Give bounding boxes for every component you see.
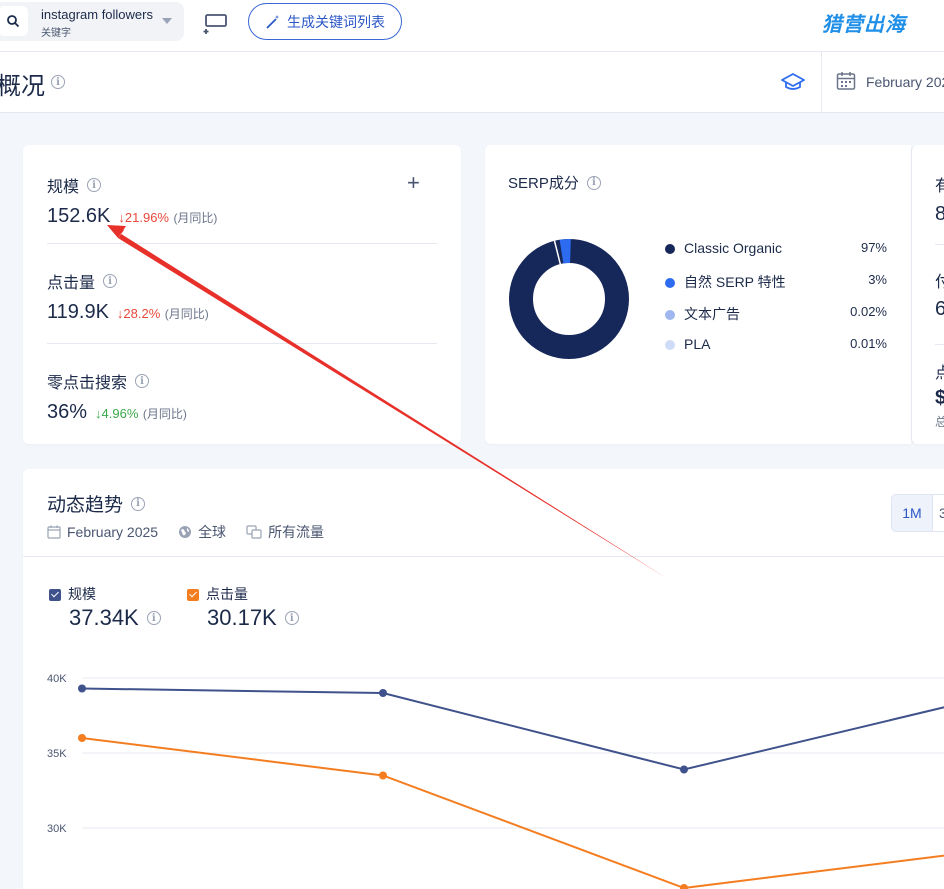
- metric-delta: ↓21.96%: [118, 210, 169, 225]
- legend-label: PLA: [684, 336, 711, 352]
- info-icon[interactable]: i: [146, 611, 161, 625]
- metric-delta: ↓28.2%: [116, 306, 161, 321]
- series-value: 37.34K: [69, 605, 139, 630]
- metric-delta-suffix: (月同比): [142, 407, 187, 421]
- series-name: 点击量: [206, 586, 248, 602]
- info-icon[interactable]: i: [586, 175, 601, 190]
- generate-button-label: 生成关键词列表: [287, 13, 385, 30]
- data-point[interactable]: [379, 689, 387, 697]
- legend-percent: 3%: [868, 272, 887, 287]
- info-icon[interactable]: i: [284, 611, 299, 625]
- data-point[interactable]: [379, 771, 387, 780]
- series-line: [81, 687, 944, 771]
- range-1m-button[interactable]: 1M: [891, 494, 933, 532]
- serp-donut-chart[interactable]: [509, 239, 629, 359]
- metric-value: 152.6K: [47, 205, 111, 227]
- calendar-icon: [47, 525, 61, 539]
- cut-value: 8: [935, 203, 944, 225]
- legend-label: 文本广告: [684, 306, 740, 322]
- series-value: 30.17K: [207, 605, 277, 630]
- info-icon[interactable]: i: [51, 75, 65, 89]
- metric-delta: ↓4.96%: [95, 406, 139, 421]
- data-point[interactable]: [78, 684, 86, 693]
- metric-delta-suffix: (月同比): [164, 307, 209, 321]
- cut-label: 付: [935, 274, 944, 291]
- legend-item: 自然 SERP 特性 3%: [665, 272, 887, 292]
- info-icon[interactable]: i: [87, 178, 102, 192]
- data-point[interactable]: [680, 765, 688, 774]
- legend-dot: [665, 278, 675, 289]
- cut-label: 有: [935, 178, 944, 195]
- series-summary-volume[interactable]: 规模 37.34K i: [49, 584, 161, 631]
- cut-value: $: [935, 387, 944, 409]
- data-point[interactable]: [680, 884, 688, 889]
- checkbox-icon[interactable]: [187, 588, 199, 601]
- legend-dot: [665, 310, 675, 321]
- metric-volume: 规模 i 152.6K ↓21.96% (月同比): [47, 173, 437, 228]
- trend-title: 动态趋势: [47, 495, 124, 516]
- metric-label: 零点击搜索: [47, 375, 128, 392]
- legend-percent: 0.02%: [850, 304, 887, 319]
- series-name: 规模: [68, 586, 96, 602]
- metric-zero-click: 零点击搜索 i 36% ↓4.96% (月同比): [47, 369, 437, 424]
- range-next-button[interactable]: 3: [933, 494, 944, 532]
- legend-item: 文本广告 0.02%: [665, 304, 887, 324]
- metric-value: 36%: [47, 401, 88, 423]
- y-tick-label: 30K: [47, 823, 67, 835]
- chevron-down-icon[interactable]: [162, 18, 172, 24]
- legend-dot: [665, 340, 675, 351]
- cut-sub: 总: [935, 415, 944, 429]
- keyword-text: instagram followers: [41, 7, 153, 22]
- add-icon[interactable]: +: [407, 170, 420, 195]
- metric-delta-suffix: (月同比): [173, 211, 218, 225]
- legend-label: 自然 SERP 特性: [684, 274, 786, 290]
- series-line: [81, 737, 944, 889]
- metrics-card: + 规模 i 152.6K ↓21.96% (月同比) 点击量 i 119.9K ↓…: [23, 145, 461, 444]
- legend-label: Classic Organic: [684, 240, 783, 256]
- serp-composition-card: SERP成分 i Classic Organic 97% 自然 SERP 特性 3…: [485, 145, 911, 444]
- divider: [935, 344, 944, 345]
- series-summary-clicks[interactable]: 点击量 30.17K i: [187, 584, 299, 631]
- trend-card: 动态趋势 i February 2025 全球 所有流量 1M 3 规模 37.3…: [23, 469, 944, 889]
- search-icon[interactable]: [0, 6, 28, 36]
- top-bar: instagram followers 关键字 生成关键词列表 猎营出海: [0, 0, 944, 52]
- trend-line-chart[interactable]: 40K 35K 30K: [23, 469, 944, 889]
- metric-clicks: 点击量 i 119.9K ↓28.2% (月同比): [47, 269, 437, 324]
- info-icon[interactable]: i: [103, 274, 118, 288]
- divider: [47, 243, 437, 244]
- metric-label: 规模: [47, 179, 80, 196]
- legend-percent: 97%: [860, 240, 887, 255]
- divider: [935, 244, 944, 245]
- generate-keyword-list-button[interactable]: 生成关键词列表: [248, 3, 402, 40]
- cut-label: 点: [935, 365, 944, 382]
- page-title: 概况: [0, 73, 45, 100]
- keyword-type: 关键字: [41, 28, 71, 39]
- keyword-selector[interactable]: instagram followers 关键字: [0, 2, 184, 41]
- data-point[interactable]: [78, 734, 86, 742]
- metric-value: 119.9K: [47, 301, 109, 323]
- y-tick-label: 35K: [47, 748, 67, 760]
- overview-header: 概况 i February 2025: [0, 52, 944, 113]
- partial-metrics-card: 有 8 付 6 点 $ 总: [911, 145, 944, 444]
- graduation-cap-icon[interactable]: [781, 72, 805, 97]
- divider: [821, 52, 822, 113]
- legend-item: Classic Organic 97%: [665, 240, 887, 256]
- legend-item: PLA 0.01%: [665, 336, 887, 352]
- cut-value: 6: [935, 298, 944, 320]
- metric-label: 点击量: [47, 275, 96, 292]
- info-icon[interactable]: i: [135, 374, 150, 388]
- serp-title: SERP成分: [508, 175, 579, 192]
- y-tick-label: 40K: [47, 673, 67, 685]
- date-selector[interactable]: February 2025: [866, 74, 944, 90]
- divider: [47, 343, 437, 344]
- calendar-icon[interactable]: [836, 71, 856, 96]
- checkbox-icon[interactable]: [49, 588, 61, 601]
- brand-logo: 猎营出海: [822, 14, 906, 36]
- legend-percent: 0.01%: [850, 336, 887, 351]
- magic-wand-icon: [266, 14, 280, 29]
- legend-dot: [665, 244, 675, 255]
- add-tab-icon[interactable]: [203, 11, 229, 35]
